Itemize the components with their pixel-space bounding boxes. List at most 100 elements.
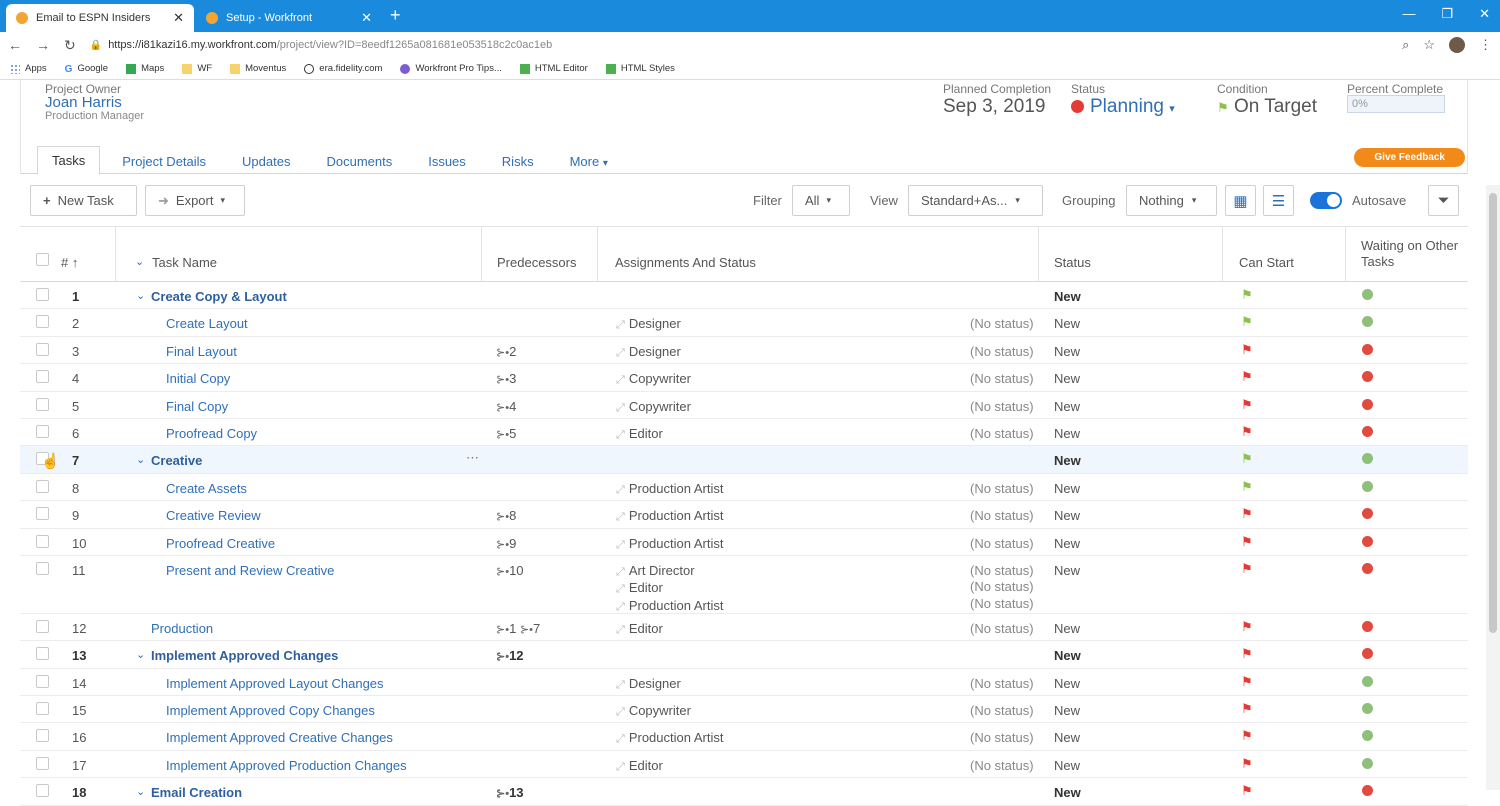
row-checkbox[interactable] (36, 561, 49, 575)
browser-tab-active[interactable]: Email to ESPN Insiders ✕ (6, 4, 194, 32)
task-name-link[interactable]: Creative (151, 453, 203, 469)
condition-value[interactable]: ⚑ On Target (1217, 96, 1318, 117)
task-name-link[interactable]: Implement Approved Production Changes (166, 757, 407, 773)
assignment-cell[interactable]: ⤢ Copywriter (616, 703, 691, 719)
predecessor-cell[interactable]: ⊱•4 (496, 398, 517, 414)
assignment-cell[interactable]: ⤢ Designer (616, 675, 681, 691)
row-checkbox[interactable] (36, 397, 49, 411)
back-icon[interactable]: ← (8, 37, 22, 53)
table-row[interactable]: 3 Final Layout ⊱•2 ⤢ Designer (No status) New ⚑ (20, 337, 1468, 365)
bookmark-html-styles[interactable]: HTML Styles (605, 63, 675, 74)
bookmark-maps[interactable]: Maps (126, 63, 164, 74)
table-row[interactable]: 14 Implement Approved Layout Changes ⤢ Desi… (20, 669, 1468, 697)
close-window-icon[interactable]: ✕ (1479, 6, 1490, 21)
row-checkbox[interactable] (36, 315, 49, 329)
row-more-icon[interactable]: ⋯ (466, 450, 479, 466)
task-status[interactable]: New (1054, 703, 1081, 719)
predecessor-cell[interactable]: ⊱•13 (496, 785, 524, 801)
row-checkbox[interactable] (36, 647, 49, 661)
header-status[interactable]: Status (1054, 255, 1091, 270)
row-checkbox[interactable] (36, 756, 49, 770)
predecessor-cell[interactable]: ⊱•2 (496, 343, 517, 359)
assignment-cell[interactable]: ⤢ Production Artist (616, 535, 724, 551)
task-name-link[interactable]: Proofread Creative (166, 535, 276, 551)
table-row[interactable]: 5 Final Copy ⊱•4 ⤢ Copywriter (No status) New ⚑ (20, 392, 1468, 419)
collapse-chevron-icon[interactable]: ⌄ (136, 290, 146, 302)
view-dropdown[interactable]: Standard+As... ▾ (908, 185, 1043, 216)
header-predecessors[interactable]: Predecessors (497, 255, 577, 270)
task-name-link[interactable]: Production (151, 620, 214, 636)
task-name-link[interactable]: Initial Copy (166, 371, 231, 387)
task-status[interactable]: New (1054, 535, 1081, 551)
row-checkbox[interactable] (36, 702, 49, 716)
url-field[interactable]: https://i81kazi16.my.workfront.com/proje… (108, 39, 1402, 51)
task-name-link[interactable]: Implement Approved Layout Changes (166, 675, 384, 691)
reload-icon[interactable]: ↻ (64, 36, 76, 53)
task-name-link[interactable]: Implement Approved Creative Changes (166, 730, 393, 746)
predecessor-cell[interactable]: ⊱•1 ⊱•7 (496, 620, 541, 636)
task-status[interactable]: New (1054, 730, 1081, 746)
table-row[interactable]: 18 ⌄ Email Creation ⊱•13 New ⚑ (20, 778, 1468, 806)
row-checkbox[interactable] (36, 784, 49, 798)
task-status[interactable]: New (1054, 453, 1081, 469)
header-task-name[interactable]: Task Name (152, 255, 218, 270)
table-row[interactable]: 1 ⌄ Create Copy & Layout New ⚑ (20, 282, 1468, 310)
assignment-cell[interactable]: ⤢ Copywriter (616, 371, 691, 387)
assignment-cell[interactable]: ⤢ Art Director ⤢ Editor ⤢ Production Artist (616, 562, 724, 613)
bookmark-html-editor[interactable]: HTML Editor (519, 63, 588, 74)
bookmark-wf[interactable]: WF (182, 63, 212, 74)
predecessor-cell[interactable]: ⊱•3 (496, 371, 517, 387)
bookmark-moventus[interactable]: Moventus (230, 63, 286, 74)
status-dropdown[interactable]: Planning ▾ (1071, 96, 1175, 118)
row-checkbox[interactable] (36, 452, 49, 466)
predecessor-cell[interactable]: ⊱•12 (496, 648, 524, 664)
new-task-button[interactable]: + New Task (30, 185, 137, 216)
gantt-view-icon[interactable]: ☰ (1263, 185, 1294, 216)
header-waiting[interactable]: Waiting on Other Tasks (1361, 238, 1459, 269)
minimize-icon[interactable]: — (1402, 6, 1416, 21)
assignment-cell[interactable]: ⤢ Designer (616, 343, 681, 359)
task-status[interactable]: New (1054, 289, 1081, 304)
collapse-chevron-icon[interactable]: ⌄ (136, 786, 146, 799)
task-name-link[interactable]: Implement Approved Copy Changes (166, 703, 375, 719)
table-row[interactable]: 16 Implement Approved Creative Changes ⤢ Pr… (20, 723, 1468, 751)
percent-complete-field[interactable]: 0% (1347, 95, 1445, 113)
autosave-toggle[interactable] (1310, 192, 1342, 209)
table-row[interactable]: 9 Creative Review ⊱•8 ⤢ Production Artist (No… (20, 501, 1468, 529)
restore-icon[interactable]: ❐ (1441, 6, 1454, 21)
task-name-link[interactable]: Implement Approved Changes (151, 648, 339, 664)
header-can-start[interactable]: Can Start (1239, 255, 1294, 270)
assignment-cell[interactable]: ⤢ Editor (616, 757, 663, 773)
grouping-dropdown[interactable]: Nothing ▾ (1126, 185, 1217, 216)
close-tab-icon[interactable]: ✕ (361, 10, 372, 25)
row-checkbox[interactable] (36, 534, 49, 548)
menu-kebab-icon[interactable]: ⋮ (1479, 37, 1492, 52)
assignment-cell[interactable]: ⤢ Editor (616, 425, 663, 441)
bookmark-google[interactable]: G Google (64, 63, 109, 75)
grid-view-icon[interactable]: ▦ (1225, 185, 1256, 216)
bookmark-fidelity[interactable]: era.fidelity.com (304, 63, 382, 74)
tab-updates[interactable]: Updates (242, 154, 291, 169)
task-status[interactable]: New (1054, 508, 1081, 524)
task-name-link[interactable]: Email Creation (151, 785, 243, 801)
table-row[interactable]: 10 Proofread Creative ⊱•9 ⤢ Production Artis… (20, 529, 1468, 556)
assignment-cell[interactable]: ⤢ Production Artist (616, 508, 724, 524)
task-status[interactable]: New (1054, 398, 1081, 414)
table-row[interactable]: 11 Present and Review Creative ⊱•10 ⤢ Art Di… (20, 556, 1468, 614)
assignment-cell[interactable]: ⤢ Copywriter (616, 398, 691, 414)
task-status[interactable]: New (1054, 425, 1081, 441)
row-checkbox[interactable] (36, 507, 49, 521)
assignment-cell[interactable]: ⤢ Editor (616, 620, 663, 636)
row-checkbox[interactable] (36, 424, 49, 438)
assignment-cell[interactable]: ⤢ Production Artist (616, 480, 724, 496)
table-row[interactable]: 15 Implement Approved Copy Changes ⤢ Copywr… (20, 696, 1468, 724)
task-name-link[interactable]: Final Layout (166, 343, 237, 359)
header-assignments[interactable]: Assignments And Status (615, 255, 756, 270)
tab-project-details[interactable]: Project Details (122, 154, 207, 169)
star-icon[interactable]: ☆ (1423, 37, 1435, 52)
row-checkbox[interactable] (36, 342, 49, 356)
row-checkbox[interactable] (36, 370, 49, 384)
task-name-link[interactable]: Final Copy (166, 398, 229, 414)
predecessor-cell[interactable]: ⊱•8 (496, 508, 517, 524)
zoom-icon[interactable]: ⌕ (1402, 37, 1410, 52)
